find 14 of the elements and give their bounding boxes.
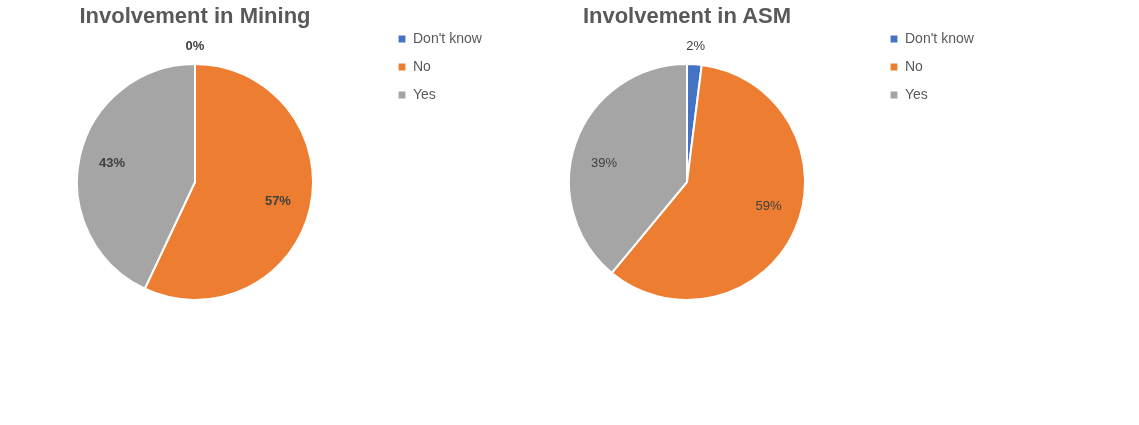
text: 0% <box>185 38 205 53</box>
legend-label: Yes <box>905 86 928 102</box>
chart-title: Involvement in Mining <box>79 3 311 28</box>
data-label: 57% <box>264 192 292 208</box>
legend-label: Don't know <box>905 30 975 46</box>
data-label: 43% <box>99 155 126 171</box>
data-label: 2% <box>686 38 706 54</box>
legend-label: Don't know <box>413 30 483 46</box>
legend-label: Yes <box>413 86 436 102</box>
data-label: 59% <box>755 197 783 213</box>
chart-title: Involvement in ASM <box>582 3 792 28</box>
legend-label: No <box>905 58 924 74</box>
legend-label: No <box>413 58 432 74</box>
data-label: 39% <box>591 155 618 171</box>
